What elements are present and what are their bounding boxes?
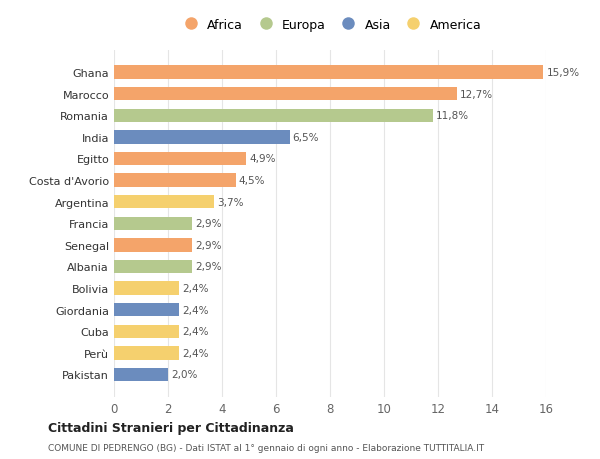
Text: 2,0%: 2,0% <box>171 369 197 380</box>
Bar <box>114 325 179 338</box>
Text: 4,5%: 4,5% <box>239 176 265 185</box>
Bar <box>114 152 247 166</box>
Bar <box>114 217 193 230</box>
Text: 2,9%: 2,9% <box>196 241 222 250</box>
Bar <box>114 109 433 123</box>
Text: 6,5%: 6,5% <box>293 133 319 143</box>
Bar <box>114 88 457 101</box>
Text: 2,9%: 2,9% <box>196 219 222 229</box>
Bar <box>114 66 544 79</box>
Legend: Africa, Europa, Asia, America: Africa, Europa, Asia, America <box>179 19 481 32</box>
Text: 4,9%: 4,9% <box>250 154 276 164</box>
Bar <box>114 347 179 360</box>
Bar <box>114 196 214 209</box>
Text: 2,9%: 2,9% <box>196 262 222 272</box>
Bar <box>114 174 235 187</box>
Text: 11,8%: 11,8% <box>436 111 469 121</box>
Text: 2,4%: 2,4% <box>182 305 209 315</box>
Text: COMUNE DI PEDRENGO (BG) - Dati ISTAT al 1° gennaio di ogni anno - Elaborazione T: COMUNE DI PEDRENGO (BG) - Dati ISTAT al … <box>48 442 484 452</box>
Text: 2,4%: 2,4% <box>182 326 209 336</box>
Bar <box>114 303 179 317</box>
Text: 2,4%: 2,4% <box>182 348 209 358</box>
Text: 3,7%: 3,7% <box>217 197 244 207</box>
Bar <box>114 282 179 295</box>
Bar <box>114 260 193 274</box>
Bar <box>114 131 290 144</box>
Bar <box>114 368 168 381</box>
Bar <box>114 239 193 252</box>
Text: 2,4%: 2,4% <box>182 283 209 293</box>
Text: Cittadini Stranieri per Cittadinanza: Cittadini Stranieri per Cittadinanza <box>48 421 294 434</box>
Text: 15,9%: 15,9% <box>547 68 580 78</box>
Text: 12,7%: 12,7% <box>460 90 493 100</box>
